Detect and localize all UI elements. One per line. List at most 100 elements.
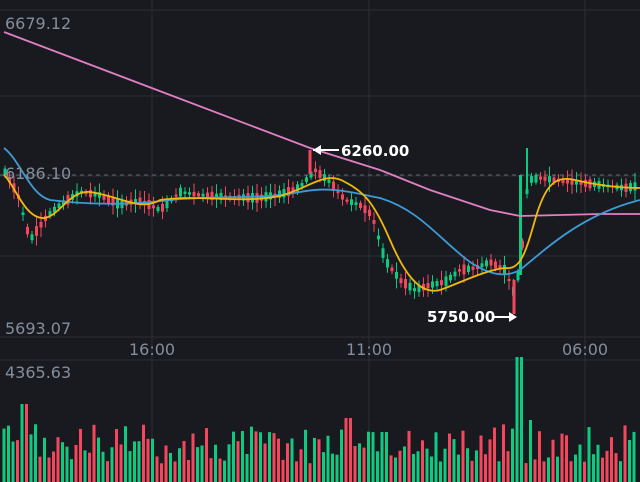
ma-line-pink xyxy=(3,31,640,217)
candle xyxy=(305,177,308,182)
candle xyxy=(467,265,470,273)
volume-bar xyxy=(160,463,163,482)
candle xyxy=(287,187,290,197)
candle xyxy=(381,248,385,258)
volume-bar xyxy=(254,431,258,482)
volume-bar xyxy=(371,432,375,482)
volume-bar xyxy=(583,461,586,482)
volume-bar xyxy=(11,441,15,482)
volume-bar xyxy=(119,444,123,482)
candle xyxy=(453,271,457,277)
volume-bar xyxy=(259,432,262,482)
candle xyxy=(332,181,335,191)
volume-bar xyxy=(596,444,600,482)
price-annotations xyxy=(313,145,517,322)
candle xyxy=(35,226,38,236)
volume-bar xyxy=(106,461,109,482)
volume-bar xyxy=(205,428,208,482)
volume-bar xyxy=(466,448,469,482)
candle xyxy=(107,195,110,204)
time-label-1100: 11:00 xyxy=(346,340,393,359)
volume-bar xyxy=(326,435,330,482)
volume-bar xyxy=(61,442,64,482)
candle xyxy=(579,180,583,185)
volume-bar xyxy=(367,431,370,482)
volume-bars xyxy=(2,357,636,482)
volume-bar xyxy=(101,451,105,482)
volume-bar xyxy=(587,427,591,482)
candle xyxy=(462,264,466,275)
volume-bar xyxy=(173,461,177,482)
candle xyxy=(278,190,281,198)
volume-bar xyxy=(502,424,505,482)
candle xyxy=(255,193,259,203)
candle xyxy=(417,285,421,293)
volume-bar xyxy=(245,453,249,482)
ma-line-blue xyxy=(3,147,640,276)
volume-bar xyxy=(497,461,501,482)
candle xyxy=(507,278,511,282)
volume-bar xyxy=(272,433,276,482)
volume-bar xyxy=(628,440,631,482)
volume-bar xyxy=(38,456,42,482)
candle xyxy=(561,178,565,184)
volume-bar xyxy=(290,438,294,482)
volume-bar xyxy=(448,433,451,482)
volume-bar xyxy=(322,452,325,482)
candle xyxy=(399,278,403,284)
candle xyxy=(111,197,115,206)
volume-bar xyxy=(250,426,253,482)
volume-bar xyxy=(520,357,523,482)
volume-bar xyxy=(79,428,82,482)
volume-bar xyxy=(515,357,519,482)
candle-low xyxy=(512,280,516,314)
candle xyxy=(188,192,191,195)
candle xyxy=(3,168,7,176)
volume-bar xyxy=(434,432,438,482)
volume-bar xyxy=(295,461,298,482)
volume-bar xyxy=(457,454,460,482)
candle xyxy=(471,266,475,270)
volume-bar xyxy=(475,450,478,482)
volume-bar xyxy=(43,437,46,482)
candle xyxy=(39,221,43,228)
candle xyxy=(354,202,358,206)
volume-bar xyxy=(200,445,204,482)
volume-bar xyxy=(592,454,595,482)
candle xyxy=(192,191,196,197)
volume-bar xyxy=(317,439,321,482)
volume-bar xyxy=(569,461,573,482)
volume-bar xyxy=(632,431,636,482)
candle xyxy=(359,202,362,208)
candle xyxy=(93,191,97,197)
volume-bar xyxy=(488,439,492,482)
volume-bar xyxy=(133,441,136,482)
candle xyxy=(575,179,578,185)
candle xyxy=(431,281,434,288)
volume-bar xyxy=(124,426,127,482)
volume-bar xyxy=(268,432,271,482)
volume-bar xyxy=(340,429,343,482)
candle xyxy=(102,194,106,200)
volume-bar xyxy=(169,452,172,482)
volume-bar xyxy=(605,450,609,482)
candle-high xyxy=(308,150,312,174)
volume-bar xyxy=(578,444,582,482)
volume-bar xyxy=(425,448,429,482)
volume-bar xyxy=(34,424,37,482)
volume-bar xyxy=(25,404,28,482)
volume-bar xyxy=(376,451,379,482)
candle xyxy=(480,263,484,268)
volume-bar xyxy=(484,454,487,482)
candle xyxy=(485,260,488,267)
volume-bar xyxy=(16,440,19,482)
volume-bar xyxy=(304,429,307,482)
candle xyxy=(548,176,551,183)
candle xyxy=(210,191,214,200)
price-max-label: 6679.12 xyxy=(5,14,72,33)
candle xyxy=(539,176,542,180)
candle xyxy=(48,211,52,216)
